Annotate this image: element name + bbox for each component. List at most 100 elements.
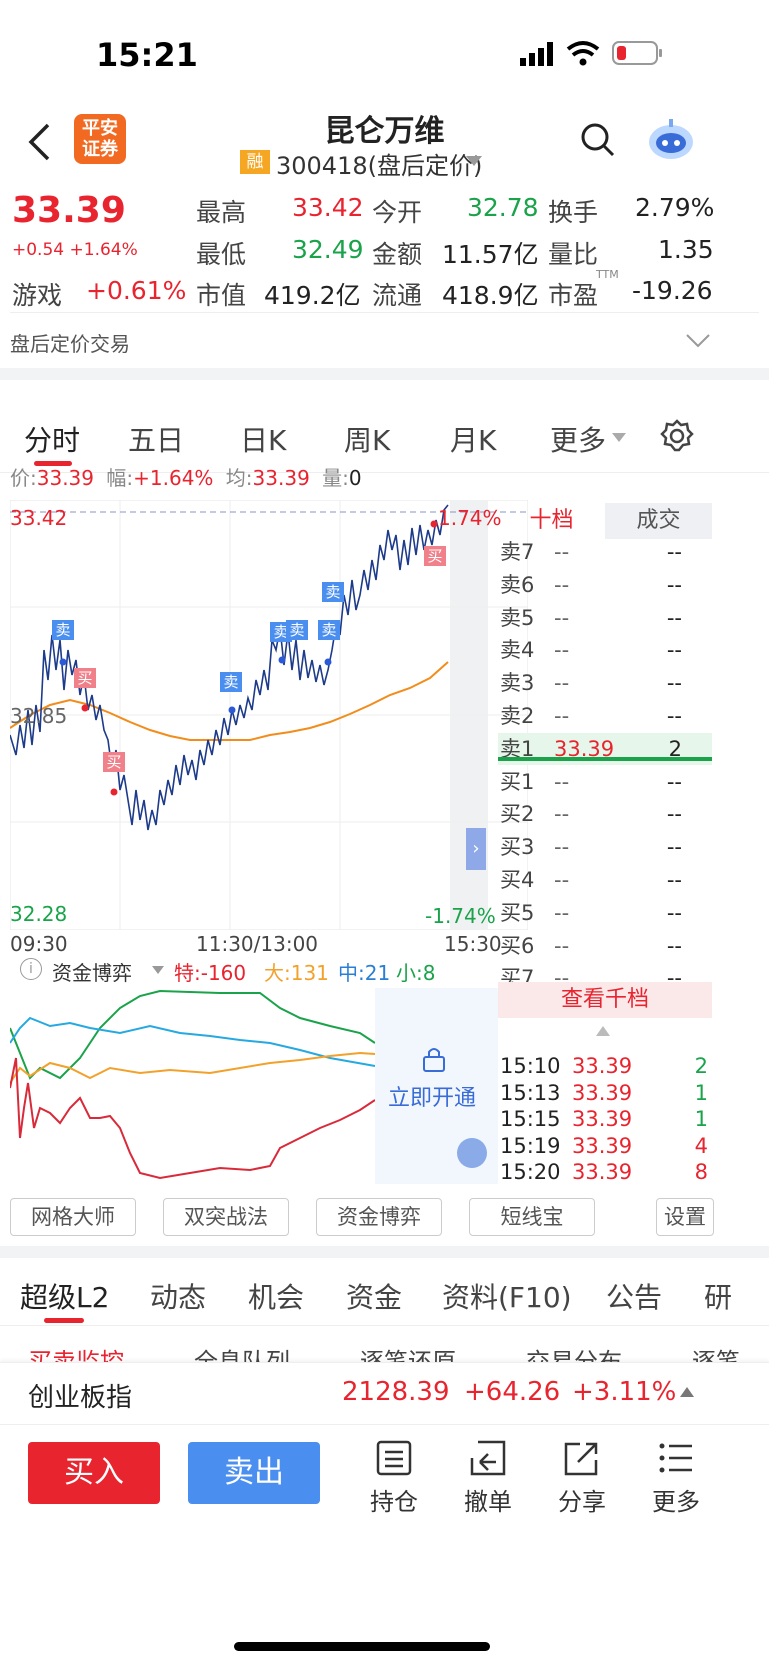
trade-volume: 1: [694, 1080, 708, 1105]
tab-f10[interactable]: 资料(F10): [442, 1281, 572, 1314]
more-button[interactable]: 更多: [646, 1440, 706, 1517]
gear-icon[interactable]: [660, 419, 694, 453]
tab-more[interactable]: 更多: [550, 424, 607, 457]
search-icon[interactable]: [580, 122, 616, 158]
tab-monthly-k[interactable]: 月K: [450, 424, 497, 457]
broker-logo[interactable]: 平安 证券: [74, 114, 126, 164]
sector-name[interactable]: 游戏: [12, 281, 63, 310]
y-top-label: 33.42: [10, 506, 68, 530]
ask-row[interactable]: 卖4 -- --: [498, 634, 712, 666]
tool-short-term[interactable]: 短线宝: [469, 1198, 595, 1236]
level-price: --: [554, 900, 570, 925]
view-thousand-levels-button[interactable]: 查看千档: [498, 982, 712, 1018]
share-button[interactable]: 分享: [552, 1440, 612, 1517]
bid-row[interactable]: 买2 -- --: [498, 798, 712, 830]
expand-arrow-icon[interactable]: ›: [466, 828, 486, 870]
tab-indicator: [44, 1318, 84, 1323]
ask-row[interactable]: 卖5 -- --: [498, 602, 712, 634]
trade-time: 15:20: [500, 1160, 561, 1184]
level-label: 买2: [500, 802, 535, 827]
open-label: 今开: [372, 198, 423, 227]
sell-button[interactable]: 卖出: [188, 1442, 320, 1504]
bid-row[interactable]: 买5 -- --: [498, 897, 712, 929]
level-label: 买4: [500, 868, 535, 892]
bid-row[interactable]: 买1 -- --: [498, 766, 712, 798]
subtab-tick-replay[interactable]: 逐笔还原: [360, 1348, 456, 1362]
tab-five-day[interactable]: 五日: [128, 424, 185, 457]
tab-ten-levels[interactable]: 十档: [529, 508, 574, 533]
level-volume: --: [666, 572, 682, 597]
share-icon: [564, 1442, 598, 1476]
pe-ttm: TTM: [596, 268, 619, 281]
trade-volume: 2: [694, 1054, 708, 1078]
level-price: --: [554, 868, 570, 892]
tab-opportunity[interactable]: 机会: [248, 1281, 305, 1314]
info-line: 价:33.39 幅:+1.64% 均:33.39 量:0: [10, 466, 362, 490]
y-bottom-label: 32.28: [10, 902, 68, 926]
index-ticker[interactable]: 创业板指 2128.39 +64.26 +3.11%: [0, 1362, 769, 1424]
sell-marker: 卖: [322, 582, 344, 602]
after-hours-trading[interactable]: 盘后定价交易: [10, 332, 130, 356]
tab-research[interactable]: 研: [704, 1281, 733, 1314]
bid-row[interactable]: 买3 -- --: [498, 831, 712, 863]
subtab-distribution[interactable]: 交易分布: [526, 1348, 622, 1362]
level-volume: --: [666, 802, 682, 827]
cancel-order-button[interactable]: 撤单: [458, 1440, 518, 1517]
ask-row[interactable]: 卖2 -- --: [498, 700, 712, 732]
tool-double-breakout[interactable]: 双突战法: [163, 1198, 289, 1236]
subtab-tick[interactable]: 逐笔: [692, 1348, 740, 1362]
chevron-down-icon[interactable]: [686, 334, 710, 348]
robot-assistant-icon[interactable]: [646, 116, 696, 162]
tool-grid-master[interactable]: 网格大师: [10, 1198, 136, 1236]
bid-row[interactable]: 买4 -- --: [498, 864, 712, 896]
info-icon[interactable]: i: [20, 958, 42, 980]
level-volume: --: [666, 540, 682, 564]
trade-time: 15:10: [500, 1054, 561, 1078]
level-volume: --: [666, 605, 682, 630]
trade-volume: 1: [694, 1107, 708, 1131]
level-label: 卖5: [500, 605, 535, 630]
tab-daily-k[interactable]: 日K: [240, 424, 287, 457]
ask-row[interactable]: 卖3 -- --: [498, 667, 712, 699]
fund-flow-title[interactable]: 资金博弈: [52, 961, 132, 985]
home-indicator[interactable]: [234, 1642, 490, 1651]
intraday-chart[interactable]: [10, 500, 528, 930]
tool-fund-game[interactable]: 资金博弈: [316, 1198, 442, 1236]
turnover-value: 2.79%: [635, 193, 715, 222]
unlock-button[interactable]: 立即开通: [388, 1086, 477, 1111]
level-price: --: [554, 802, 570, 827]
tab-announcements[interactable]: 公告: [606, 1281, 663, 1314]
ask-row[interactable]: 卖6 -- --: [498, 569, 712, 601]
trade-row: 15:15 33.39 1: [498, 1106, 712, 1132]
caret-down-icon[interactable]: [612, 433, 626, 442]
bid-row[interactable]: 买6 -- --: [498, 930, 712, 962]
tool-settings[interactable]: 设置: [656, 1198, 714, 1236]
level-label: 卖3: [500, 671, 535, 696]
subtab-queue[interactable]: 全息队列: [194, 1348, 290, 1362]
caret-down-icon[interactable]: [466, 156, 482, 166]
ask-row[interactable]: 卖7 -- --: [498, 536, 712, 568]
tab-super-l2[interactable]: 超级L2: [20, 1281, 110, 1314]
level-label: 卖1: [500, 736, 535, 761]
margin-badge: 融: [240, 150, 270, 174]
stock-code[interactable]: 300418(盘后定价): [276, 152, 483, 180]
tab-news[interactable]: 动态: [150, 1281, 207, 1314]
subtab-order-monitor[interactable]: 买卖监控: [28, 1348, 124, 1362]
caret-down-icon[interactable]: [152, 966, 164, 974]
tab-weekly-k[interactable]: 周K: [344, 424, 391, 457]
caret-up-icon[interactable]: [596, 1026, 610, 1036]
lock-icon[interactable]: [422, 1046, 446, 1072]
signal-icon: [520, 42, 553, 66]
low-label: 最低: [196, 240, 247, 269]
tab-intraday[interactable]: 分时: [24, 424, 81, 457]
buy-marker: 买: [74, 668, 96, 688]
fund-super: 特:-160: [174, 961, 247, 985]
holdings-button[interactable]: 持仓: [364, 1440, 424, 1517]
tab-funds[interactable]: 资金: [346, 1281, 403, 1314]
tab-trades[interactable]: 成交: [605, 503, 712, 539]
back-icon[interactable]: [26, 122, 52, 162]
trade-price: 33.39: [572, 1107, 633, 1131]
buy-button[interactable]: 买入: [28, 1442, 160, 1504]
fullscreen-icon[interactable]: [457, 1138, 487, 1168]
level-label: 卖7: [500, 540, 535, 564]
